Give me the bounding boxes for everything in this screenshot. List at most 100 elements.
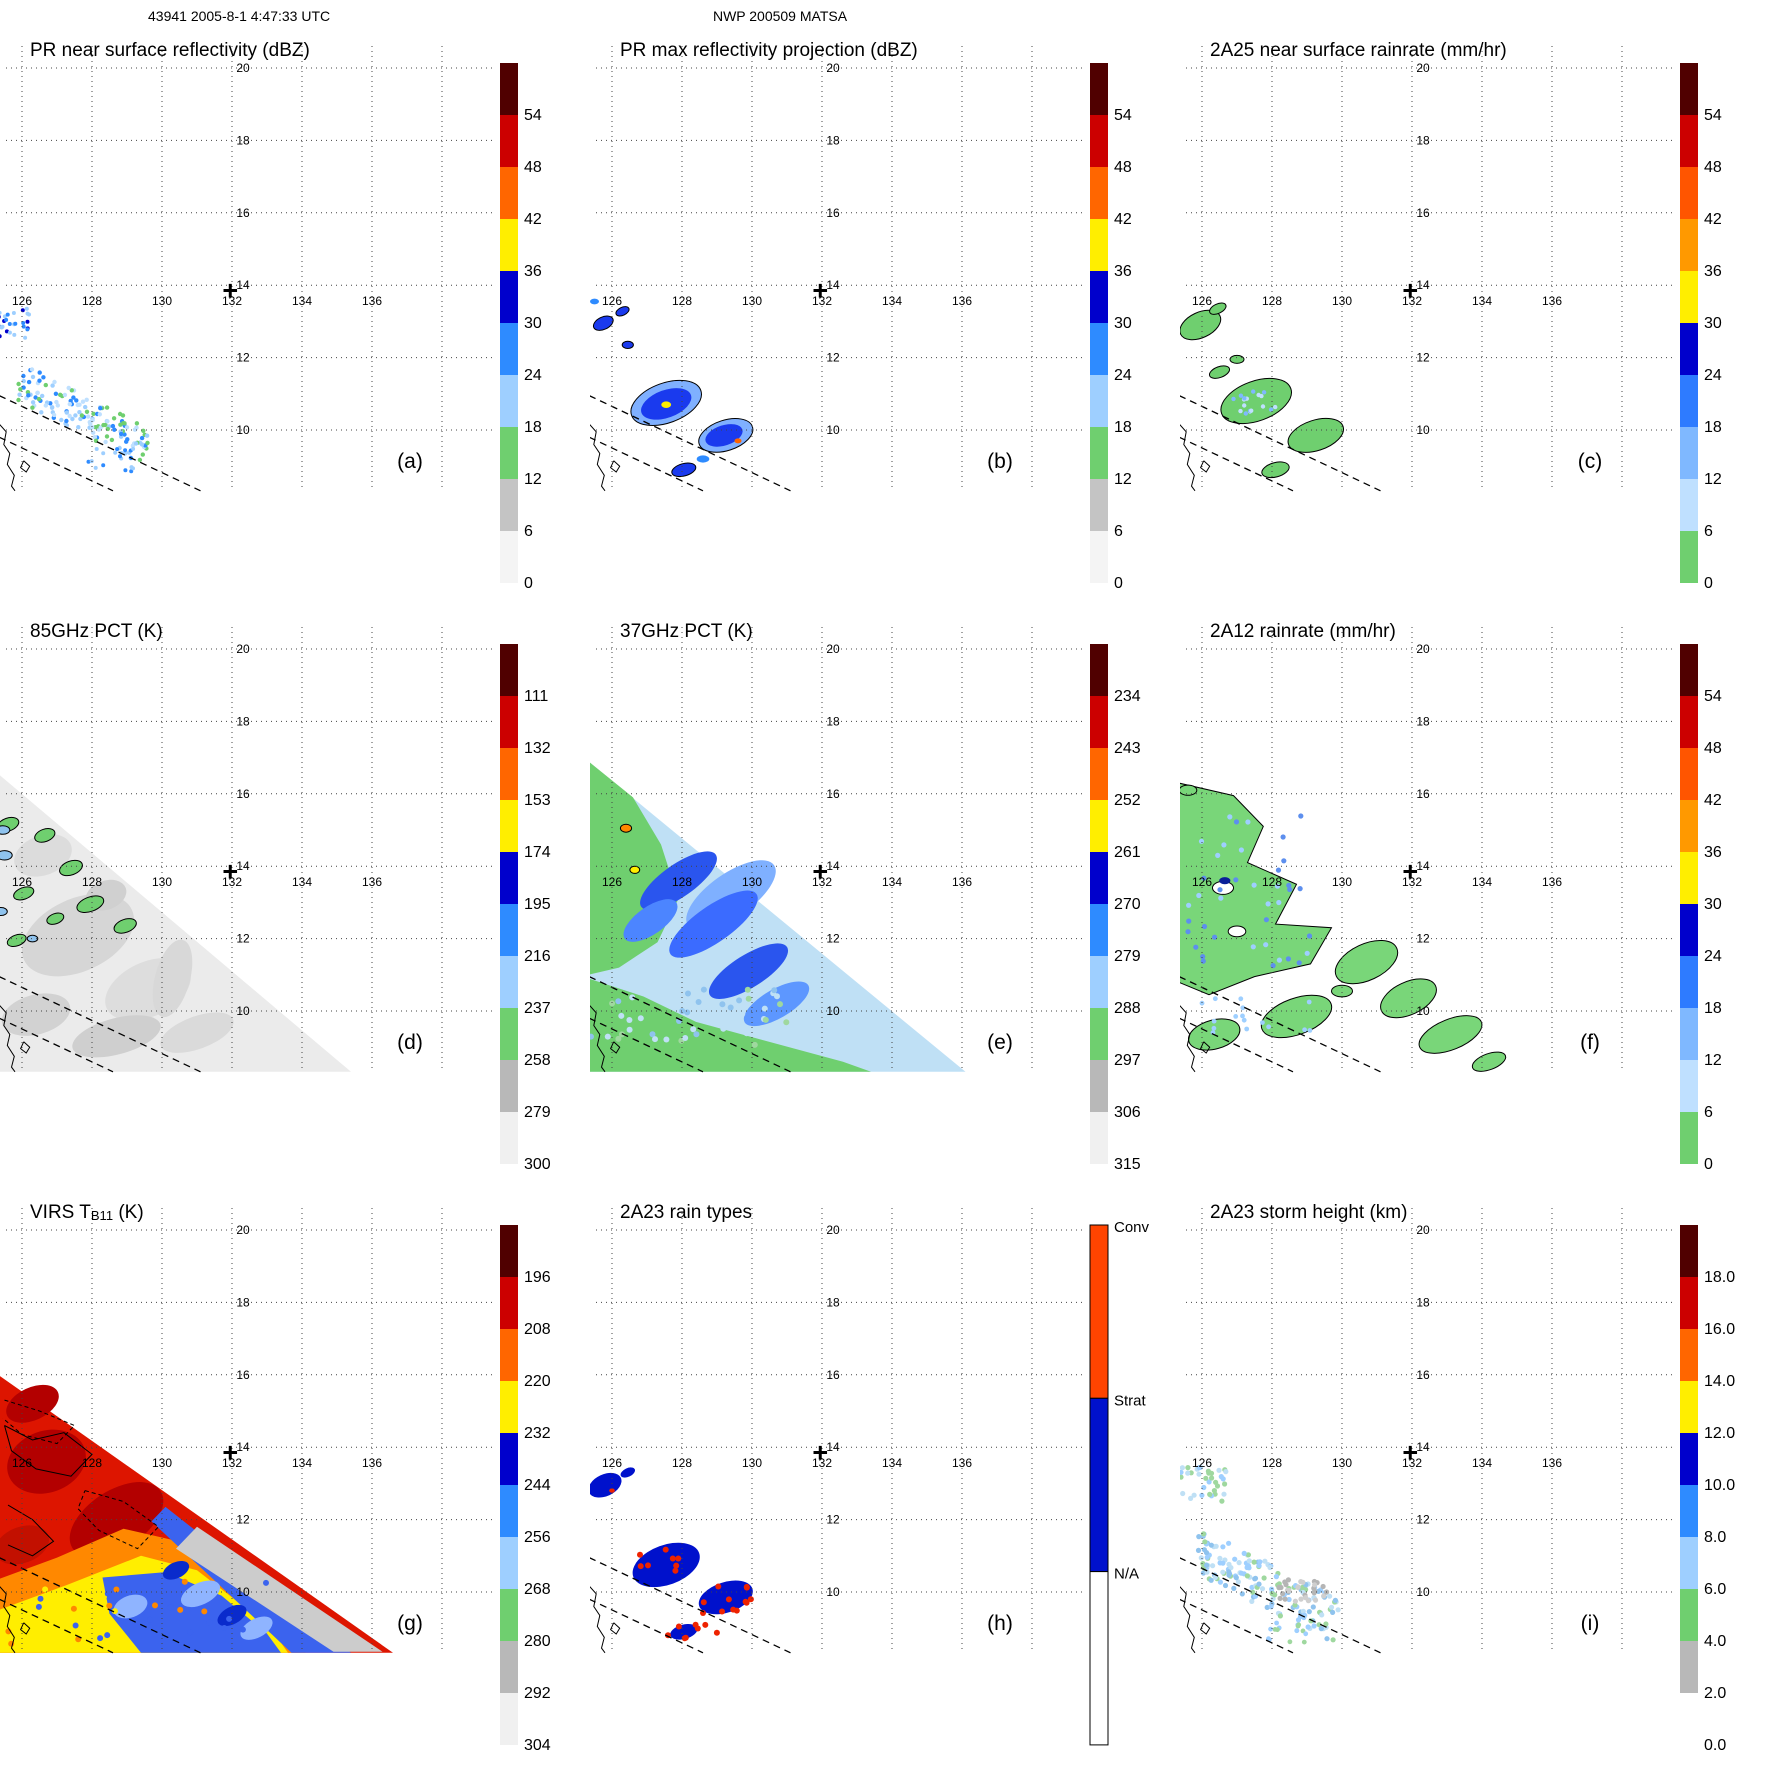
data-speck: [4, 329, 9, 334]
colorbar-tick-label: 174: [524, 844, 551, 861]
data-speck: [1305, 1624, 1311, 1630]
data-speck: [712, 1009, 719, 1016]
data-speck: [637, 1563, 644, 1570]
swath-edge-line: [590, 1017, 704, 1073]
data-speck: [1222, 1481, 1228, 1487]
colorbar-tick-label: 18: [524, 419, 542, 436]
data-speck: [119, 431, 124, 437]
data-speck: [39, 410, 44, 415]
lon-label: 132: [222, 1456, 242, 1470]
data-speck: [1335, 1607, 1341, 1613]
lon-label: 134: [882, 1456, 902, 1470]
data-speck: [1319, 1612, 1325, 1618]
data-speck: [1244, 1573, 1250, 1579]
swath-edge-line: [1180, 1557, 1381, 1654]
panel-letter: (h): [987, 1612, 1013, 1635]
data-speck: [1208, 1542, 1214, 1548]
lon-label: 128: [672, 875, 692, 889]
lon-label: 128: [1262, 294, 1282, 308]
lat-label: 20: [1416, 1223, 1430, 1237]
data-speck: [147, 1616, 153, 1623]
data-speck: [783, 1019, 790, 1026]
data-speck: [1321, 1593, 1327, 1599]
data-speck: [1269, 1586, 1275, 1592]
data-speck: [1263, 917, 1269, 923]
lon-label: 132: [1402, 294, 1422, 308]
data-blob: [609, 1488, 615, 1493]
data-speck: [1186, 918, 1192, 924]
data-blob: [34, 828, 56, 843]
data-speck: [110, 423, 116, 429]
colorbar-segment: [500, 1433, 518, 1485]
data-speck: [609, 1000, 616, 1007]
data-speck: [1213, 1543, 1219, 1549]
lat-label: 14: [1416, 859, 1430, 873]
colorbar-segment: [1680, 271, 1698, 323]
data-speck: [1268, 1604, 1274, 1610]
colorbar-segment: [1090, 115, 1108, 167]
data-speck: [1200, 954, 1206, 960]
data-speck: [226, 1615, 233, 1622]
data-speck: [21, 373, 26, 379]
header-orbit-datetime: 43941 2005-8-1 4:47:33 UTC: [148, 8, 331, 24]
data-speck: [124, 425, 130, 430]
colorbar-segment: [500, 696, 518, 748]
data-speck: [109, 437, 115, 443]
colorbar-segment: [1090, 375, 1108, 427]
data-speck: [187, 1629, 194, 1636]
data-blob: [671, 462, 697, 478]
data-speck: [5, 312, 10, 317]
colorbar-tick-label: 288: [1114, 1000, 1141, 1017]
coastline: [1180, 1586, 1196, 1654]
contour-line: [7, 1504, 55, 1557]
colorbar-tick-label: 153: [524, 792, 551, 809]
data-speck: [70, 416, 75, 422]
data-speck: [1220, 1476, 1226, 1482]
panel-g: 126 128 130 132 134 136 20 18 16 14 12 10 + VIRS TB11…: [0, 1202, 551, 1754]
data-speck: [77, 402, 82, 407]
data-speck: [43, 403, 48, 408]
data-speck: [675, 1555, 682, 1562]
data-speck: [1186, 902, 1192, 908]
colorbar-segment: [500, 1537, 518, 1589]
data-speck: [1212, 1574, 1218, 1580]
data-speck: [35, 390, 40, 396]
data-speck: [25, 311, 30, 316]
colorbar-segment: [1680, 1329, 1698, 1381]
colorbar: 54 48 42 36 30 24 18 12 6 0: [1680, 644, 1722, 1173]
data-speck: [629, 994, 636, 1001]
colorbar-tick-label: 292: [524, 1685, 551, 1702]
colorbar-tick-label: 111: [524, 688, 548, 705]
data-speck: [745, 995, 752, 1002]
lat-label: 10: [236, 423, 250, 437]
lat-label: 18: [236, 133, 250, 147]
data-speck: [1185, 1470, 1191, 1476]
data-speck: [42, 1586, 49, 1593]
storm-center-marker: +: [812, 276, 828, 306]
data-blob: [1, 993, 71, 1036]
data-speck: [1274, 1620, 1279, 1626]
data-speck: [50, 405, 55, 410]
colorbar-tick-label: 48: [1704, 740, 1722, 757]
data-speck: [1296, 1622, 1302, 1628]
grid-labels: 126 128 130 132 134 136 20 18 16 14 12 10: [1192, 1223, 1562, 1599]
panel-title: VIRS TB11 (K): [30, 1202, 144, 1223]
colorbar-segment: [1680, 696, 1698, 748]
colorbar: 18.0 16.0 14.0 12.0 10.0 8.0 6.0 4.0 2.0 0.0: [1680, 1225, 1735, 1754]
data-speck: [13, 321, 18, 326]
lat-label: 12: [236, 1513, 250, 1527]
coastline: [609, 1622, 621, 1635]
colorbar-tick-label: 268: [524, 1581, 551, 1598]
colorbar-tick-label: 36: [1114, 263, 1132, 280]
data-speck: [1201, 875, 1207, 881]
colorbar-tick-label: 24: [524, 367, 542, 384]
swath-edge-line: [0, 1557, 201, 1654]
swath-edge-line: [0, 1017, 114, 1073]
data-speck: [626, 1017, 633, 1023]
panel-title: 2A12 rainrate (mm/hr): [1210, 621, 1396, 642]
data-speck: [662, 1546, 669, 1553]
colorbar-tick-label: 0: [1704, 1156, 1713, 1173]
data-speck: [1239, 1591, 1245, 1597]
coastline: [1180, 1005, 1196, 1073]
data-speck: [1296, 960, 1302, 966]
